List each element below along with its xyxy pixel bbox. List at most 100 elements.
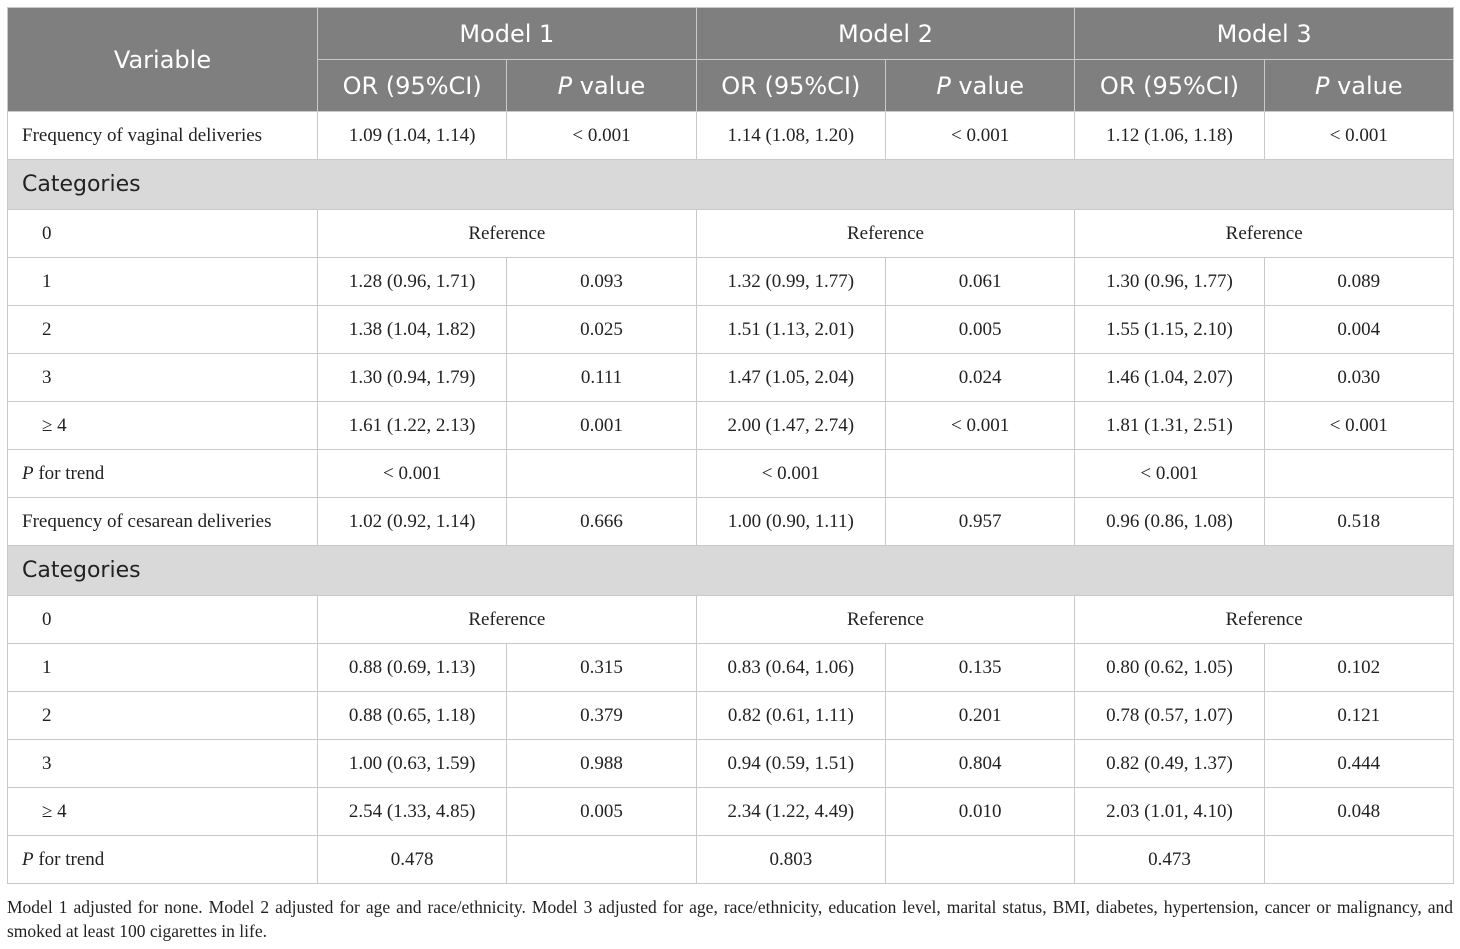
or-value: 2.34 (1.22, 4.49) xyxy=(695,787,886,836)
p-value: 0.093 xyxy=(506,257,697,306)
or-value: 1.00 (0.63, 1.59) xyxy=(316,739,508,788)
row-label: 3 xyxy=(7,353,318,402)
or-value: 1.12 (1.06, 1.18) xyxy=(1074,111,1265,160)
p-value: 0.005 xyxy=(884,305,1076,354)
table-row: Frequency of vaginal deliveries 1.09 (1.0… xyxy=(7,111,1454,160)
or-value: 2.03 (1.01, 4.10) xyxy=(1074,787,1265,836)
header-p-1: P value xyxy=(506,59,697,112)
or-value: 1.14 (1.08, 1.20) xyxy=(695,111,886,160)
row-label: 1 xyxy=(7,257,318,306)
p-value: < 0.001 xyxy=(884,401,1076,450)
table-row: 0 Reference Reference Reference xyxy=(7,595,1454,644)
row-label: ≥ 4 xyxy=(7,787,318,836)
empty-cell xyxy=(884,835,1076,884)
row-label: 2 xyxy=(7,305,318,354)
p-value: 0.048 xyxy=(1263,787,1454,836)
table-row: P for trend 0.478 0.803 0.473 xyxy=(7,835,1454,884)
header-model-1: Model 1 xyxy=(317,7,697,60)
trend-label-rest: for trend xyxy=(33,462,105,484)
table-body: Frequency of vaginal deliveries 1.09 (1.0… xyxy=(7,111,1454,884)
or-value: 2.54 (1.33, 4.85) xyxy=(316,787,508,836)
table-row: 2 1.38 (1.04, 1.82) 0.025 1.51 (1.13, 2.01)… xyxy=(7,305,1454,354)
trend-value: 0.478 xyxy=(316,835,508,884)
p-value: < 0.001 xyxy=(884,111,1076,160)
p-value: 0.666 xyxy=(506,497,697,546)
header-p-3: P value xyxy=(1263,59,1454,112)
trend-value: 0.803 xyxy=(695,835,886,884)
table-row: 3 1.00 (0.63, 1.59) 0.988 0.94 (0.59, 1.51)… xyxy=(7,739,1454,788)
header-model-2: Model 2 xyxy=(695,7,1076,60)
header-p-2: P value xyxy=(884,59,1076,112)
table-footnote: Model 1 adjusted for none. Model 2 adjus… xyxy=(7,897,1453,941)
p-value: 0.201 xyxy=(884,691,1076,740)
trend-label: P for trend xyxy=(7,835,318,884)
p-value: 0.030 xyxy=(1263,353,1454,402)
p-value: 0.988 xyxy=(506,739,697,788)
or-value: 1.30 (0.94, 1.79) xyxy=(316,353,508,402)
header-or-1: OR (95%CI) xyxy=(316,59,508,112)
header-p-rest: value xyxy=(1329,71,1403,100)
row-label: 0 xyxy=(7,595,318,644)
trend-value: < 0.001 xyxy=(695,449,886,498)
category-label: Categories xyxy=(7,545,1454,596)
or-value: 1.55 (1.15, 2.10) xyxy=(1074,305,1265,354)
p-value: 0.804 xyxy=(884,739,1076,788)
trend-value: < 0.001 xyxy=(1074,449,1265,498)
table-row: 1 1.28 (0.96, 1.71) 0.093 1.32 (0.99, 1.77)… xyxy=(7,257,1454,306)
p-value: < 0.001 xyxy=(506,111,697,160)
header-p-rest: value xyxy=(950,71,1024,100)
header-or-3: OR (95%CI) xyxy=(1074,59,1265,112)
table-row: 3 1.30 (0.94, 1.79) 0.111 1.47 (1.05, 2.04)… xyxy=(7,353,1454,402)
reference-cell: Reference xyxy=(1074,209,1454,258)
results-table: Variable Model 1 Model 2 Model 3 OR (95%… xyxy=(7,7,1454,884)
or-value: 0.96 (0.86, 1.08) xyxy=(1074,497,1265,546)
reference-cell: Reference xyxy=(695,209,1076,258)
or-value: 0.83 (0.64, 1.06) xyxy=(695,643,886,692)
trend-label-italic: P xyxy=(22,462,34,484)
p-value: 0.518 xyxy=(1263,497,1454,546)
or-value: 1.47 (1.05, 2.04) xyxy=(695,353,886,402)
p-value: 0.004 xyxy=(1263,305,1454,354)
row-label: ≥ 4 xyxy=(7,401,318,450)
or-value: 1.30 (0.96, 1.77) xyxy=(1074,257,1265,306)
or-value: 0.88 (0.65, 1.18) xyxy=(316,691,508,740)
row-label: 1 xyxy=(7,643,318,692)
header-variable: Variable xyxy=(7,7,318,112)
p-value: 0.111 xyxy=(506,353,697,402)
p-value: 0.025 xyxy=(506,305,697,354)
table-row: 0 Reference Reference Reference xyxy=(7,209,1454,258)
or-value: 2.00 (1.47, 2.74) xyxy=(695,401,886,450)
empty-cell xyxy=(506,835,697,884)
or-value: 0.80 (0.62, 1.05) xyxy=(1074,643,1265,692)
table-row: Categories xyxy=(7,159,1454,210)
table-header: Variable Model 1 Model 2 Model 3 OR (95%… xyxy=(7,7,1454,112)
reference-cell: Reference xyxy=(317,209,697,258)
p-value: < 0.001 xyxy=(1263,111,1454,160)
row-label: 3 xyxy=(7,739,318,788)
p-value: 0.957 xyxy=(884,497,1076,546)
row-label: Frequency of vaginal deliveries xyxy=(7,111,318,160)
or-value: 1.61 (1.22, 2.13) xyxy=(316,401,508,450)
or-value: 1.00 (0.90, 1.11) xyxy=(695,497,886,546)
trend-label-rest: for trend xyxy=(33,848,105,870)
header-p-italic: P xyxy=(557,71,573,100)
or-value: 0.82 (0.49, 1.37) xyxy=(1074,739,1265,788)
reference-cell: Reference xyxy=(317,595,697,644)
row-label: 0 xyxy=(7,209,318,258)
p-value: 0.061 xyxy=(884,257,1076,306)
or-value: 0.78 (0.57, 1.07) xyxy=(1074,691,1265,740)
table-row: P for trend < 0.001 < 0.001 < 0.001 xyxy=(7,449,1454,498)
header-model-3: Model 3 xyxy=(1074,7,1454,60)
p-value: 0.135 xyxy=(884,643,1076,692)
empty-cell xyxy=(506,449,697,498)
table-row: 2 0.88 (0.65, 1.18) 0.379 0.82 (0.61, 1.11)… xyxy=(7,691,1454,740)
empty-cell xyxy=(1263,449,1454,498)
p-value: 0.005 xyxy=(506,787,697,836)
or-value: 1.81 (1.31, 2.51) xyxy=(1074,401,1265,450)
empty-cell xyxy=(1263,835,1454,884)
or-value: 1.09 (1.04, 1.14) xyxy=(316,111,508,160)
results-table-container: Variable Model 1 Model 2 Model 3 OR (95%… xyxy=(7,7,1454,884)
row-label: 2 xyxy=(7,691,318,740)
p-value: 0.024 xyxy=(884,353,1076,402)
p-value: 0.315 xyxy=(506,643,697,692)
